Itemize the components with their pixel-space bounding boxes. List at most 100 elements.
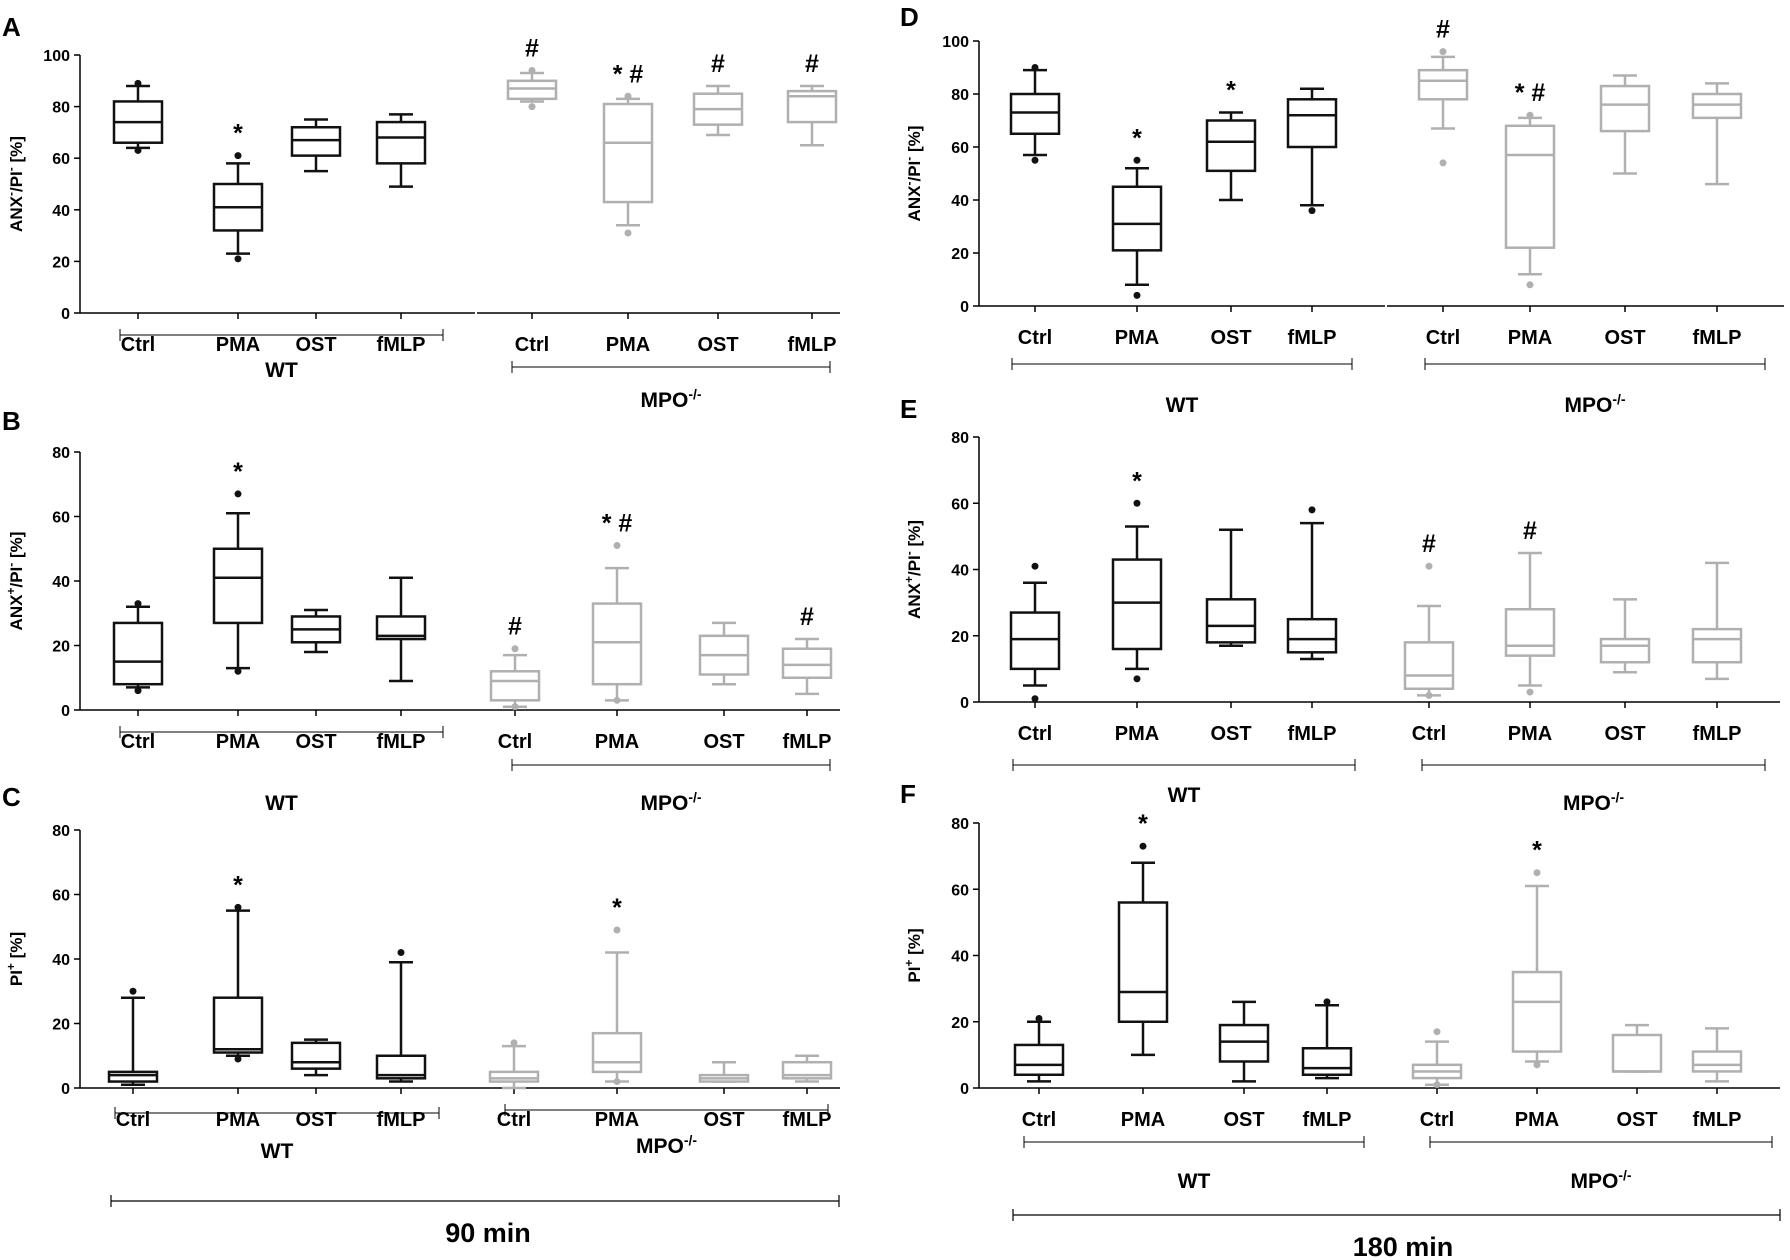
box-mpo-ost (1599, 74, 1651, 175)
y-label-part: [%] (905, 520, 924, 551)
panel-letter: E (900, 394, 917, 424)
box-wt-ost (1218, 1000, 1270, 1083)
group-label-name: MPO (636, 1135, 684, 1158)
box-iqr (212, 547, 264, 625)
group-label-name: WT (261, 1140, 294, 1163)
significance-mark: * (1532, 837, 1542, 865)
box-mpo-ost (1611, 1023, 1663, 1073)
category-label: OST (1604, 723, 1645, 745)
box-wt-ost: * (1205, 77, 1257, 202)
outlier-point (1031, 562, 1039, 570)
category-label: Ctrl (515, 334, 549, 356)
box-iqr (212, 996, 264, 1054)
category-label: fMLP (1288, 327, 1337, 349)
category-label: PMA (1508, 723, 1552, 745)
group-label-name: WT (265, 359, 298, 382)
category-label: fMLP (1693, 327, 1742, 349)
category-label: fMLP (783, 731, 832, 753)
outlier-point (510, 1039, 518, 1047)
y-tick-label: 0 (61, 703, 70, 720)
box-iqr (290, 125, 342, 157)
outlier-point (134, 600, 142, 608)
significance-mark: # (525, 34, 539, 62)
y-axis-label: ANX+/PI- [%] (4, 532, 26, 631)
box-iqr (591, 602, 643, 686)
panel-e: E 0 20 40 60 80 ANX+/PI- [%] Ctrl * PMA OST fMLP WT #… (900, 394, 1780, 815)
y-label-sup: + (4, 963, 18, 970)
box-wt-pma: * (1111, 467, 1163, 683)
y-tick-label: 80 (951, 87, 969, 104)
outlier-point (1133, 499, 1141, 507)
outlier-point (1308, 506, 1316, 514)
time-label-90: 90 min (445, 1218, 531, 1248)
y-tick-label: 0 (960, 299, 969, 316)
y-label-sup: + (4, 588, 18, 595)
outlier-point (1533, 869, 1541, 877)
y-label-part: ANX (905, 582, 924, 619)
outlier-point (1425, 562, 1433, 570)
category-label: PMA (595, 1109, 639, 1131)
outlier-point (134, 146, 142, 154)
outlier-point (1526, 688, 1534, 696)
y-axis-label: PI+ [%] (902, 928, 924, 982)
category-label: OST (1210, 327, 1251, 349)
category-label: fMLP (1303, 1109, 1352, 1131)
significance-mark: * # (602, 510, 633, 538)
significance-mark: # (1422, 530, 1436, 558)
y-axis-label: PI+ [%] (4, 932, 26, 986)
box-mpo-fmlp: # (786, 50, 838, 147)
outlier-point (1133, 675, 1141, 683)
y-tick-label: 40 (52, 574, 70, 591)
box-mpo-pma: * # (591, 510, 643, 704)
significance-mark: # (1523, 517, 1537, 545)
y-label-part: [%] (7, 932, 26, 963)
y-label-sup: + (902, 576, 916, 583)
outlier-point (234, 667, 242, 675)
box-mpo-pma: * # (602, 60, 654, 237)
outlier-point (1433, 1028, 1441, 1036)
box-mpo-fmlp (781, 1054, 833, 1083)
group-label-name: MPO (1564, 394, 1612, 417)
outlier-point (129, 987, 137, 995)
y-tick-label: 80 (52, 100, 70, 117)
panel-f: F 0 20 40 60 80 PI+ [%] Ctrl * PMA OST fMLP WT Ctrl * P… (900, 779, 1780, 1193)
significance-mark: * # (1515, 79, 1546, 107)
box-iqr (1205, 598, 1257, 644)
outlier-point (1526, 111, 1534, 119)
outlier-point (1526, 281, 1534, 289)
y-tick-label: 0 (960, 1081, 969, 1098)
box-iqr (1417, 68, 1469, 101)
category-label: OST (295, 1109, 336, 1131)
y-tick-label: 60 (52, 510, 70, 527)
box-wt-fmlp (375, 576, 427, 683)
box-iqr (375, 1054, 427, 1080)
group-label: WT (1178, 1170, 1211, 1193)
y-tick-label: 60 (52, 151, 70, 168)
significance-mark: * (1132, 124, 1142, 152)
y-tick-label: 80 (52, 445, 70, 462)
y-tick-label: 100 (942, 34, 969, 51)
box-mpo-pma: * (591, 894, 643, 1086)
category-label: fMLP (377, 334, 426, 356)
box-iqr (1691, 92, 1743, 120)
box-wt-ctrl (112, 79, 164, 154)
outlier-point (234, 255, 242, 263)
significance-mark: # (508, 613, 522, 641)
box-iqr (1504, 124, 1556, 249)
category-label: Ctrl (1426, 327, 1460, 349)
outlier-point (511, 645, 519, 653)
box-wt-ctrl (1013, 1014, 1065, 1083)
box-mpo-ctrl: # (1417, 16, 1469, 167)
outlier-point (624, 92, 632, 100)
category-label: PMA (1121, 1109, 1165, 1131)
y-label-part: /PI (7, 567, 26, 588)
category-label: Ctrl (121, 334, 155, 356)
outlier-point (1031, 156, 1039, 164)
y-tick-label: 20 (52, 639, 70, 656)
box-iqr (1611, 1033, 1663, 1073)
category-label: Ctrl (1018, 327, 1052, 349)
group-label: WT (1168, 784, 1201, 807)
category-label: Ctrl (116, 1109, 150, 1131)
